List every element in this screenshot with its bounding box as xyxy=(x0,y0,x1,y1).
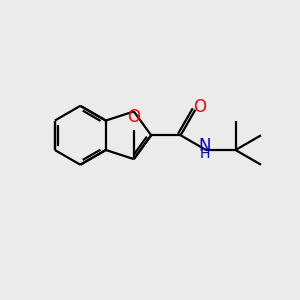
Text: H: H xyxy=(200,147,210,161)
Text: O: O xyxy=(193,98,206,116)
Text: O: O xyxy=(127,108,140,126)
Text: N: N xyxy=(198,136,211,154)
